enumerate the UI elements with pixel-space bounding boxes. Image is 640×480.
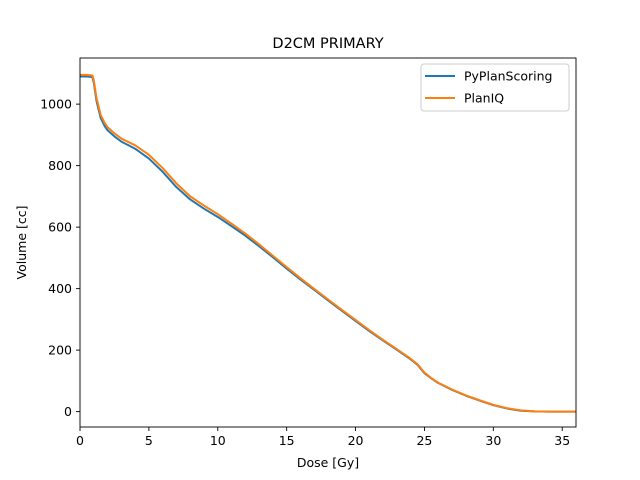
x-tick-label: 20 xyxy=(348,433,364,448)
x-axis-label: Dose [Gy] xyxy=(297,455,359,470)
y-axis: 0 200 400 600 800 1000 xyxy=(40,97,80,419)
series-line-planiq xyxy=(80,73,576,413)
y-tick-label: 800 xyxy=(48,158,72,173)
x-tick-label: 30 xyxy=(485,433,501,448)
plot-frame xyxy=(79,57,577,428)
y-tick-label: 200 xyxy=(48,343,72,358)
legend: PyPlanScoring PlanIQ xyxy=(420,63,570,112)
legend-box xyxy=(420,63,570,112)
x-tick-label: 25 xyxy=(416,433,432,448)
series-layer xyxy=(80,73,576,413)
x-tick-label: 10 xyxy=(210,433,226,448)
legend-label-pyplanscoring: PyPlanScoring xyxy=(464,69,552,84)
y-tick-label: 400 xyxy=(48,281,72,296)
x-tick-label: 5 xyxy=(145,433,153,448)
x-tick-label: 35 xyxy=(554,433,570,448)
x-axis: 0 5 10 15 20 25 30 35 xyxy=(76,427,570,448)
legend-label-planiq: PlanIQ xyxy=(464,91,504,106)
y-tick-label: 0 xyxy=(64,404,72,419)
chart-title: D2CM PRIMARY xyxy=(272,36,383,52)
y-tick-label: 600 xyxy=(48,220,72,235)
plot-area xyxy=(79,57,577,428)
y-tick-label: 1000 xyxy=(40,97,72,112)
x-tick-label: 0 xyxy=(76,433,84,448)
x-tick-label: 15 xyxy=(279,433,295,448)
y-axis-label: Volume [cc] xyxy=(14,206,29,280)
